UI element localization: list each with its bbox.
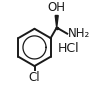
Polygon shape: [55, 16, 58, 28]
Text: NH₂: NH₂: [68, 27, 90, 40]
Text: Cl: Cl: [29, 71, 40, 84]
Text: OH: OH: [48, 1, 66, 14]
Text: HCl: HCl: [58, 42, 80, 55]
